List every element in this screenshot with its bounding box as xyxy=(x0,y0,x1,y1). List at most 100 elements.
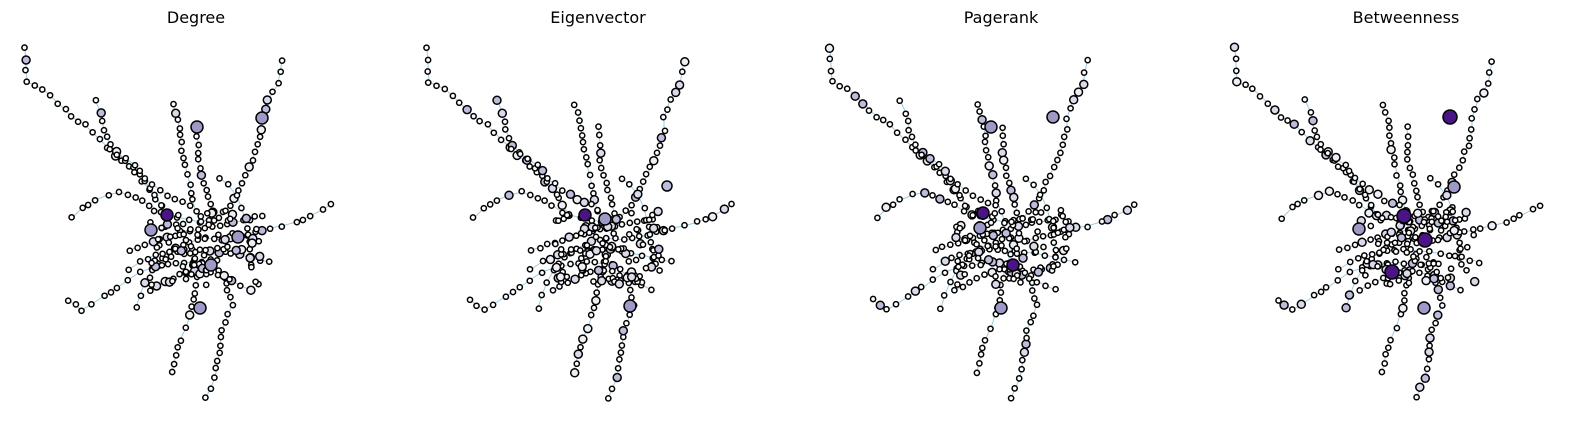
graph-node xyxy=(133,304,141,311)
graph-node xyxy=(557,246,565,253)
graph-node xyxy=(1041,252,1049,259)
hub-node xyxy=(193,301,207,315)
graph-node xyxy=(1018,253,1028,263)
graph-node xyxy=(597,164,605,172)
graph-node xyxy=(194,149,202,157)
graph-node xyxy=(1479,88,1489,98)
graph-node xyxy=(1030,312,1037,320)
graph-node xyxy=(668,225,676,232)
graph-node xyxy=(227,293,234,301)
graph-node xyxy=(1050,163,1058,171)
graph-node xyxy=(1444,274,1452,281)
graph-node xyxy=(190,296,198,303)
graph-node xyxy=(1011,201,1019,208)
graph-node xyxy=(1011,385,1019,392)
graph-node xyxy=(1351,241,1359,249)
graph-node xyxy=(608,267,616,275)
graph-node xyxy=(174,343,182,351)
graph-node xyxy=(539,257,547,265)
graph-node xyxy=(174,116,182,123)
graph-node xyxy=(584,160,592,168)
graph-node xyxy=(1449,225,1459,236)
graph-node xyxy=(1059,212,1067,220)
graph-node xyxy=(1288,306,1296,313)
graph-node xyxy=(1040,243,1047,251)
graph-node xyxy=(626,286,634,294)
graph-node xyxy=(1457,245,1464,253)
graph-node xyxy=(113,151,121,159)
graph-node xyxy=(569,368,580,378)
graph-node xyxy=(1030,181,1037,189)
graph-node xyxy=(956,251,963,259)
graph-node xyxy=(545,254,556,265)
node-layer xyxy=(21,44,335,401)
graph-node xyxy=(1430,260,1437,267)
graph-node xyxy=(981,271,988,278)
graph-node xyxy=(1404,148,1411,156)
graph-node xyxy=(578,132,586,139)
graph-node xyxy=(827,67,835,75)
graph-node xyxy=(197,218,205,225)
graph-node xyxy=(249,157,257,164)
graph-node xyxy=(1033,278,1041,286)
graph-node xyxy=(424,56,432,64)
hub-node xyxy=(984,120,998,134)
graph-node xyxy=(667,96,675,103)
graph-node xyxy=(1434,213,1442,220)
graph-node xyxy=(480,204,488,212)
graph-node xyxy=(306,212,314,220)
graph-node xyxy=(1317,288,1325,296)
graph-node xyxy=(236,282,244,290)
graph-node xyxy=(893,129,901,137)
graph-node xyxy=(1420,373,1431,384)
graph-node xyxy=(1447,265,1455,273)
graph-node xyxy=(106,145,114,153)
graph-node xyxy=(646,231,654,238)
graph-node xyxy=(1042,282,1049,290)
graph-node xyxy=(1344,244,1351,252)
graph-node xyxy=(455,99,463,107)
graph-node xyxy=(505,134,513,142)
graph-node xyxy=(23,78,31,86)
graph-node xyxy=(625,258,633,265)
graph-node xyxy=(941,269,949,277)
hub-node xyxy=(231,230,245,244)
graph-node xyxy=(266,225,274,233)
graph-node xyxy=(1360,252,1368,259)
graph-node xyxy=(1367,201,1375,209)
graph-node xyxy=(647,238,655,246)
graph-node xyxy=(1351,174,1359,182)
graph-node xyxy=(1432,319,1439,327)
graph-node xyxy=(1232,67,1240,75)
graph-node xyxy=(1313,190,1324,201)
graph-node xyxy=(1308,115,1318,126)
graph-node xyxy=(145,202,153,210)
graph-node xyxy=(1473,95,1481,103)
graph-node xyxy=(603,179,611,187)
graph-node xyxy=(1413,393,1420,401)
graph-node xyxy=(1054,156,1061,164)
graph-node xyxy=(974,254,982,262)
graph-node xyxy=(620,236,628,243)
graph-node xyxy=(1414,193,1421,201)
graph-node xyxy=(1307,109,1315,116)
graph-node xyxy=(1430,207,1437,215)
network-graph-pagerank xyxy=(824,43,1138,402)
graph-node xyxy=(918,151,925,159)
graph-node xyxy=(1374,211,1382,219)
graph-node xyxy=(969,192,977,200)
graph-node xyxy=(1445,281,1456,291)
graph-node xyxy=(988,169,998,180)
graph-node xyxy=(518,187,526,195)
graph-node xyxy=(107,289,115,296)
graph-node xyxy=(205,221,213,229)
graph-node xyxy=(1516,211,1523,219)
graph-node xyxy=(1428,218,1436,226)
graph-node xyxy=(940,256,951,266)
graph-node xyxy=(1402,268,1412,279)
graph-node xyxy=(875,300,886,311)
graph-node xyxy=(54,100,62,108)
graph-node xyxy=(616,265,624,273)
graph-node xyxy=(1451,216,1459,224)
graph-edge xyxy=(24,47,168,216)
